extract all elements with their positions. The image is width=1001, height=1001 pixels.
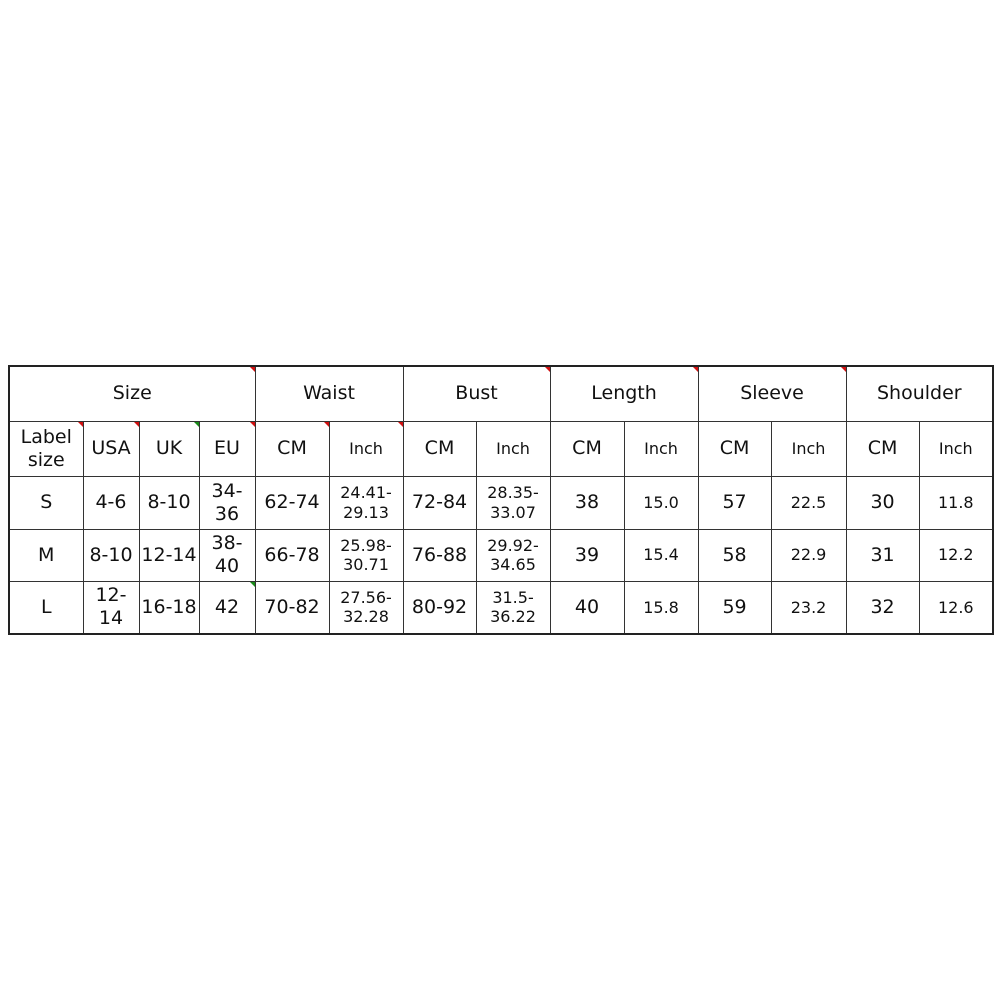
table-cell: 38 [549, 475, 625, 530]
table-row: L 12-14 16-18 42 70-82 27.56-32.28 80-92 31.5-3… [8, 580, 994, 635]
size-chart-table: Size Waist Bust Length Sleeve Shoulder L… [8, 365, 995, 635]
group-header-sleeve: Sleeve [697, 365, 847, 422]
table-cell: 15.0 [623, 475, 699, 530]
table-cell: 27.56-32.28 [328, 580, 404, 635]
table-cell: 39 [549, 528, 625, 582]
subheader-uk: UK [138, 420, 200, 477]
table-cell: 59 [697, 580, 772, 635]
table-cell: 72-84 [402, 475, 477, 530]
subheader-bust-cm: CM [402, 420, 477, 477]
table-cell: 80-92 [402, 580, 477, 635]
table-cell: 32 [845, 580, 920, 635]
table-cell: 34-36 [198, 475, 256, 530]
table-cell: 12.2 [918, 528, 994, 582]
table-cell: 8-10 [138, 475, 200, 530]
table-cell: 31 [845, 528, 920, 582]
subheader-sleeve-cm: CM [697, 420, 772, 477]
subheader-waist-cm: CM [254, 420, 330, 477]
subheader-length-cm: CM [549, 420, 625, 477]
subheader-waist-inch: Inch [328, 420, 404, 477]
group-header-waist: Waist [254, 365, 404, 422]
table-cell: L [8, 580, 84, 635]
table-cell: 15.8 [623, 580, 699, 635]
table-cell: 12-14 [138, 528, 200, 582]
table-cell: 66-78 [254, 528, 330, 582]
subheader-label-size: Label size [8, 420, 84, 477]
table-cell: 42 [198, 580, 256, 635]
subheader-eu: EU [198, 420, 256, 477]
table-cell: 4-6 [82, 475, 140, 530]
table-cell: M [8, 528, 84, 582]
table-cell: 76-88 [402, 528, 477, 582]
table-cell: 23.2 [770, 580, 847, 635]
group-header-row: Size Waist Bust Length Sleeve Shoulder [8, 365, 994, 422]
table-cell: 24.41-29.13 [328, 475, 404, 530]
group-header-shoulder: Shoulder [845, 365, 994, 422]
subheader-sleeve-inch: Inch [770, 420, 847, 477]
subheader-usa: USA [82, 420, 140, 477]
table-cell: 11.8 [918, 475, 994, 530]
subheader-shoulder-cm: CM [845, 420, 920, 477]
table-cell: 8-10 [82, 528, 140, 582]
sub-header-row: Label size USA UK EU CM Inch CM Inch CM … [8, 420, 994, 477]
table-cell: 22.5 [770, 475, 847, 530]
group-header-bust: Bust [402, 365, 551, 422]
table-cell: 12.6 [918, 580, 994, 635]
table-cell: 30 [845, 475, 920, 530]
table-cell: 40 [549, 580, 625, 635]
group-header-size: Size [8, 365, 256, 422]
table-cell: 16-18 [138, 580, 200, 635]
table-cell: 38-40 [198, 528, 256, 582]
table-cell: 57 [697, 475, 772, 530]
table-row: M 8-10 12-14 38-40 66-78 25.98-30.71 76-88 29.9… [8, 528, 994, 582]
subheader-bust-inch: Inch [475, 420, 551, 477]
table-cell: S [8, 475, 84, 530]
table-cell: 70-82 [254, 580, 330, 635]
table-row: S 4-6 8-10 34-36 62-74 24.41-29.13 72-84 28.35-… [8, 475, 994, 530]
subheader-length-inch: Inch [623, 420, 699, 477]
subheader-shoulder-inch: Inch [918, 420, 994, 477]
table-cell: 22.9 [770, 528, 847, 582]
group-header-length: Length [549, 365, 699, 422]
table-cell: 58 [697, 528, 772, 582]
table-cell: 15.4 [623, 528, 699, 582]
table-cell: 29.92-34.65 [475, 528, 551, 582]
table-cell: 31.5-36.22 [475, 580, 551, 635]
table-cell: 25.98-30.71 [328, 528, 404, 582]
table-cell: 28.35-33.07 [475, 475, 551, 530]
table-cell: 12-14 [82, 580, 140, 635]
table-cell: 62-74 [254, 475, 330, 530]
